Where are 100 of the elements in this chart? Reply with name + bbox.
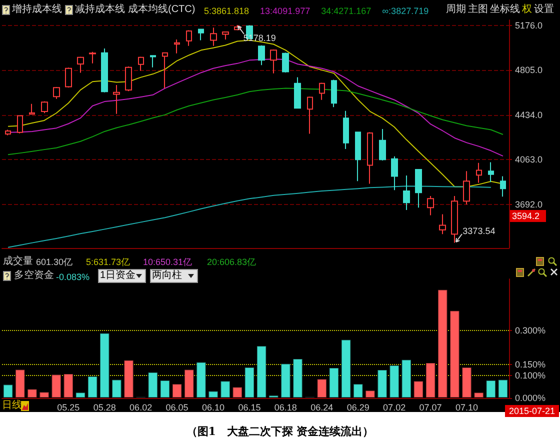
y-tick-label: 4805.0 [515, 65, 543, 76]
annotation: 1日资金 [100, 270, 136, 282]
text: 日线 [2, 400, 22, 412]
candlestick [162, 52, 168, 89]
candlestick [476, 162, 482, 184]
y-tick-label: 0.000% [515, 393, 546, 403]
bar [401, 359, 412, 398]
y-tick-label: 5176.0 [515, 20, 543, 30]
bar [353, 384, 364, 398]
x-tick-label: 07.10 [455, 402, 478, 412]
bar [2, 384, 14, 398]
candlestick [391, 156, 398, 191]
x-tick-label: 06.18 [274, 402, 297, 412]
x-tick-label: 06.29 [346, 402, 370, 412]
bar [184, 369, 194, 398]
bar [340, 339, 352, 398]
bar [148, 372, 158, 398]
candlestick [77, 56, 84, 74]
bar [87, 376, 98, 398]
bar [462, 367, 472, 398]
text: 坐标线 [490, 4, 520, 16]
candlestick [500, 176, 506, 198]
bar [256, 346, 267, 398]
candlestick [463, 170, 470, 205]
candlestick [367, 132, 373, 184]
bar [486, 380, 496, 398]
candlestick [343, 110, 349, 150]
bar [328, 367, 340, 398]
bar [15, 369, 26, 398]
candlestick [174, 39, 180, 54]
candlestick [258, 44, 265, 66]
bar [244, 367, 255, 398]
annotation: 3373.54 [462, 224, 496, 237]
candlestick [138, 56, 144, 72]
bar [413, 380, 424, 398]
candlestick [210, 27, 217, 46]
bar [172, 384, 182, 398]
candlestick [307, 96, 313, 134]
annotation: 多空资金 [14, 270, 54, 282]
candlestick [439, 214, 446, 235]
bar [450, 310, 460, 398]
bar [208, 390, 218, 398]
text: 设置 [534, 4, 554, 16]
bar [365, 390, 376, 398]
bar [377, 369, 388, 398]
y-tick-label: 0.150% [515, 359, 546, 370]
candlestick [294, 76, 301, 110]
text: 13:4091.977 [260, 6, 310, 16]
candlestick [150, 54, 156, 68]
bar [75, 392, 86, 398]
candlestick [101, 48, 108, 93]
bar [112, 379, 122, 398]
text: 成本均线(CTC) [128, 4, 196, 16]
y-tick-label: 4434.0 [515, 110, 543, 120]
text: 601.30亿 [36, 256, 73, 268]
bar [474, 392, 484, 398]
x-tick-label: 07.02 [383, 402, 406, 412]
bar [232, 386, 242, 398]
bar [63, 374, 74, 398]
x-tick-label: 06.02 [130, 402, 152, 412]
text: 2015-07-21 [505, 405, 560, 417]
x-tick-label: 07.07 [419, 402, 442, 412]
bar [438, 289, 448, 398]
annotation: 3594.2 [510, 210, 546, 222]
line-series [8, 88, 504, 156]
bar [27, 388, 38, 398]
candlestick [379, 128, 386, 162]
candlestick [488, 162, 494, 183]
candlestick [331, 79, 337, 108]
y-tick-label: 0.300% [515, 326, 546, 336]
annotation: 两向柱 [152, 270, 182, 282]
text: 成交量 [3, 256, 33, 268]
candlestick [355, 131, 361, 182]
candlestick [270, 49, 277, 74]
candlestick [65, 67, 72, 88]
candlestick [17, 115, 23, 134]
candlestick [198, 28, 204, 41]
bar [220, 380, 230, 398]
text: 5:3861.818 [204, 6, 250, 16]
text: 20:606.83亿 [207, 256, 256, 268]
bar [292, 358, 303, 398]
candlestick [125, 66, 132, 92]
candlestick [53, 86, 60, 100]
y-tick-label: 0.100% [515, 370, 546, 381]
x-tick-label: 06.24 [310, 402, 334, 412]
x-tick-label: 05.25 [57, 402, 80, 412]
candlestick [29, 103, 35, 115]
x-tick-label: 06.05 [166, 402, 188, 412]
candlestick [282, 52, 289, 73]
candlestick [403, 175, 410, 210]
text: 增持成本线 [12, 4, 62, 16]
x-tick-label: 06.10 [202, 402, 225, 412]
text: 主图 [468, 4, 488, 16]
candlestick [319, 82, 325, 100]
text: 权 [522, 4, 532, 16]
text: 34:4271.167 [321, 6, 372, 16]
text: 减持成本线 [75, 4, 125, 16]
bar [100, 332, 110, 398]
y-tick-label: 3692.0 [515, 199, 543, 210]
annotation: -0.083% [56, 271, 90, 283]
